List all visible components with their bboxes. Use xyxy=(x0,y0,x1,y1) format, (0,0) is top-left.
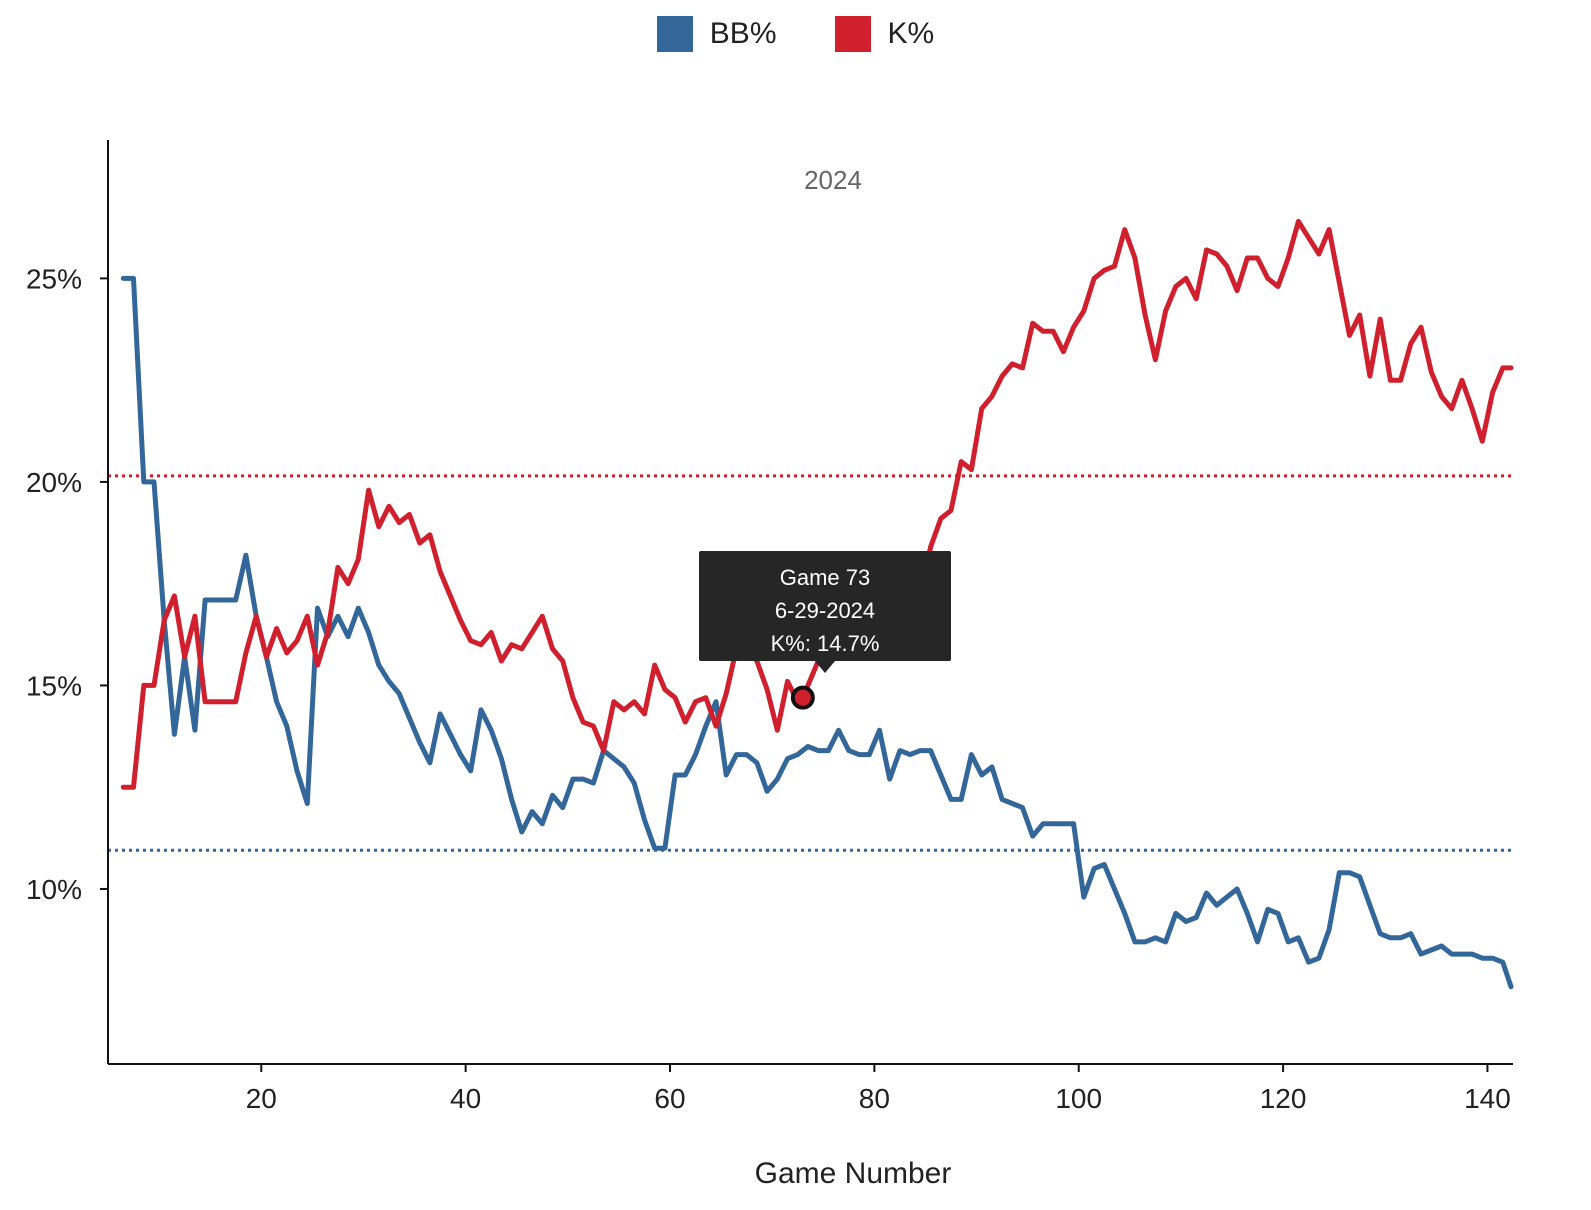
series-line-bb[interactable] xyxy=(120,275,1514,990)
legend-item-k[interactable]: K% xyxy=(834,16,935,52)
chart-title: 2024 xyxy=(804,165,862,195)
y-tick-label: 25% xyxy=(26,263,82,294)
legend-swatch-bb xyxy=(656,16,693,52)
legend: BB% K% xyxy=(0,16,1591,52)
y-tick-label: 20% xyxy=(26,467,82,498)
tooltip-value: K%: 14.7% xyxy=(770,631,880,656)
x-tick-label: 140 xyxy=(1464,1083,1511,1114)
x-tick-label: 20 xyxy=(246,1083,277,1114)
x-axis-title: Game Number xyxy=(755,1157,952,1190)
y-tick-label: 15% xyxy=(26,670,82,701)
tooltip-date: 6-29-2024 xyxy=(774,598,876,623)
legend-label-k: K% xyxy=(887,17,935,50)
x-tick-label: 100 xyxy=(1055,1083,1102,1114)
highlight-point[interactable] xyxy=(790,685,815,710)
y-tick-label: 10% xyxy=(26,874,82,905)
legend-item-bb[interactable]: BB% xyxy=(656,16,777,52)
legend-swatch-k xyxy=(834,16,871,52)
tooltip-arrow xyxy=(815,661,835,673)
x-tick-label: 80 xyxy=(859,1083,890,1114)
tooltip-game: Game 73 xyxy=(779,565,871,590)
tooltip: Game 73 6-29-2024 K%: 14.7% xyxy=(699,551,951,661)
series-line-k[interactable] xyxy=(120,218,1514,790)
x-tick-label: 60 xyxy=(654,1083,685,1114)
x-tick-label: 120 xyxy=(1260,1083,1307,1114)
legend-label-bb: BB% xyxy=(709,17,777,50)
x-tick-label: 40 xyxy=(450,1083,481,1114)
